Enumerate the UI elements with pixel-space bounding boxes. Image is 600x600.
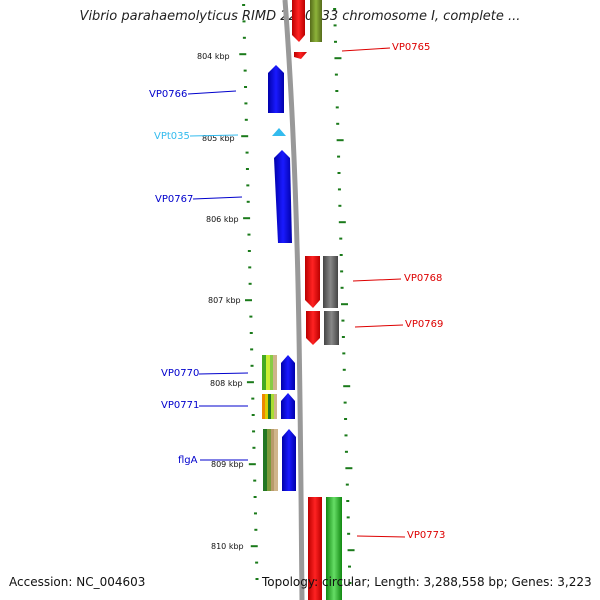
scale-label: 807 kbp <box>208 296 241 305</box>
scale-label: 806 kbp <box>206 215 239 224</box>
left-tick-ladder <box>239 4 259 580</box>
feature-VP0770[interactable] <box>262 355 295 390</box>
feature-VP0765[interactable] <box>292 0 322 59</box>
gene-label-flgA[interactable]: flgA <box>178 455 198 466</box>
gene-label-VP0770[interactable]: VP0770 <box>161 368 199 379</box>
scale-label: 809 kbp <box>211 460 244 469</box>
chromosome-backbone <box>282 0 305 600</box>
feature-VPt035[interactable] <box>272 128 286 136</box>
accession-label: Accession: NC_004603 <box>9 575 146 589</box>
right-tick-ladder <box>333 8 355 584</box>
feature-flgA[interactable] <box>263 429 296 491</box>
feature-VP0769[interactable] <box>306 311 339 345</box>
scale-label: 804 kbp <box>197 52 230 61</box>
scale-label: 810 kbp <box>211 542 244 551</box>
scale-labels: 804 kbp 805 kbp 806 kbp 807 kbp 808 kbp … <box>197 52 244 551</box>
gene-label-VP0769[interactable]: VP0769 <box>405 319 443 330</box>
gene-label-VP0771[interactable]: VP0771 <box>161 400 199 411</box>
gene-label-VPt035[interactable]: VPt035 <box>154 131 190 142</box>
feature-VP0766[interactable] <box>268 65 284 113</box>
gene-label-VP0773[interactable]: VP0773 <box>407 530 445 541</box>
gene-label-VP0768[interactable]: VP0768 <box>404 273 442 284</box>
feature-VP0771[interactable] <box>262 393 295 419</box>
gene-label-VP0765[interactable]: VP0765 <box>392 42 430 53</box>
scale-label: 805 kbp <box>202 134 235 143</box>
leader-lines <box>187 47 406 538</box>
feature-VP0773[interactable] <box>308 497 342 600</box>
gene-label-VP0766[interactable]: VP0766 <box>149 89 187 100</box>
feature-VP0767[interactable] <box>274 150 292 243</box>
scale-label: 808 kbp <box>210 379 243 388</box>
gene-labels: VP0765 VP0766 VPt035 VP0767 VP0768 VP076… <box>149 42 445 541</box>
genome-info: Topology: circular; Length: 3,288,558 bp… <box>262 575 592 589</box>
gene-label-VP0767[interactable]: VP0767 <box>155 194 193 205</box>
feature-VP0768[interactable] <box>305 256 338 308</box>
